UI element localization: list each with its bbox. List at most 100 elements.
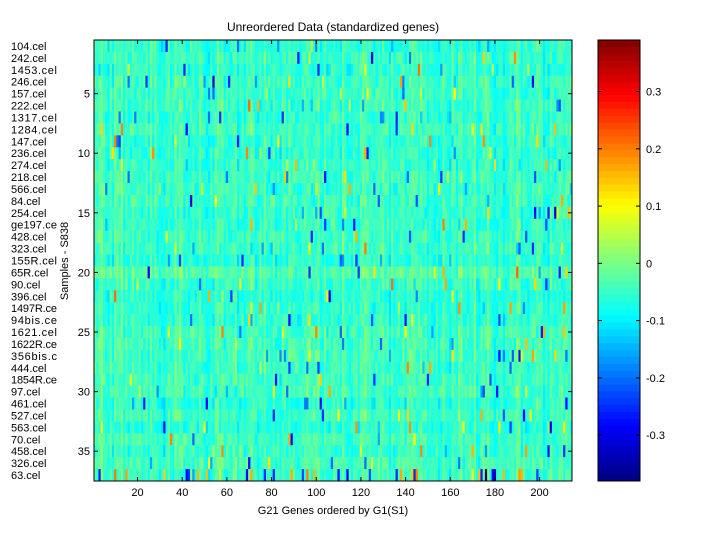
heatmap-cell bbox=[270, 75, 274, 89]
heatmap-cell bbox=[315, 183, 318, 196]
heatmap-cell bbox=[350, 75, 354, 89]
heatmap-cell bbox=[172, 40, 175, 53]
heatmap-cell bbox=[102, 183, 106, 196]
heatmap-cell bbox=[154, 206, 157, 220]
heatmap-cell bbox=[507, 302, 510, 315]
heatmap-cell bbox=[400, 302, 403, 315]
heatmap-cell bbox=[527, 266, 530, 279]
heatmap-cell bbox=[464, 51, 468, 65]
heatmap-cell bbox=[221, 159, 224, 172]
heatmap-cell bbox=[303, 254, 307, 267]
heatmap-cell bbox=[286, 159, 289, 172]
heatmap-cell bbox=[411, 254, 414, 267]
heatmap-cell bbox=[185, 111, 189, 124]
heatmap-cell bbox=[408, 87, 412, 100]
heatmap-cell bbox=[538, 171, 542, 184]
heatmap-cell bbox=[348, 194, 352, 208]
heatmap-cell bbox=[301, 135, 305, 148]
heatmap-cell bbox=[362, 123, 365, 136]
heatmap-cell bbox=[520, 63, 524, 77]
heatmap-cell bbox=[556, 254, 559, 267]
heatmap-cell bbox=[183, 87, 186, 100]
heatmap-cell bbox=[102, 206, 106, 220]
heatmap-cell bbox=[337, 135, 341, 148]
heatmap-cell bbox=[560, 123, 564, 136]
heatmap-cell bbox=[136, 75, 140, 89]
heatmap-cell bbox=[487, 290, 490, 303]
heatmap-cell bbox=[364, 147, 367, 160]
heatmap-cell bbox=[545, 218, 548, 232]
heatmap-cell bbox=[469, 111, 472, 124]
heatmap-cell bbox=[109, 51, 113, 65]
heatmap-cell bbox=[395, 123, 399, 136]
heatmap-cell bbox=[257, 147, 260, 160]
heatmap-cell bbox=[395, 183, 399, 196]
heatmap-cell bbox=[252, 290, 256, 303]
heatmap-cell bbox=[156, 230, 160, 243]
heatmap-cell bbox=[377, 123, 381, 136]
heatmap-cell bbox=[375, 230, 379, 243]
heatmap-cell bbox=[359, 87, 363, 100]
heatmap-cell bbox=[402, 123, 405, 136]
heatmap-cell bbox=[554, 99, 557, 112]
heatmap-cell bbox=[379, 290, 383, 303]
heatmap-cell bbox=[230, 183, 233, 196]
heatmap-cell bbox=[339, 63, 343, 77]
heatmap-cell bbox=[297, 230, 300, 243]
heatmap-cell bbox=[395, 206, 399, 220]
heatmap-cell bbox=[382, 40, 385, 53]
heatmap-cell bbox=[449, 99, 452, 112]
heatmap-cell bbox=[198, 159, 202, 172]
heatmap-cell bbox=[174, 40, 177, 53]
heatmap-cell bbox=[261, 242, 265, 255]
heatmap-cell bbox=[301, 111, 305, 124]
heatmap-cell bbox=[272, 278, 276, 291]
heatmap-cell bbox=[125, 218, 128, 232]
heatmap-cell bbox=[442, 218, 446, 232]
heatmap-cell bbox=[286, 218, 289, 232]
heatmap-cell bbox=[422, 171, 425, 184]
heatmap-cell bbox=[382, 171, 385, 184]
heatmap-cell bbox=[487, 75, 490, 89]
heatmap-cell bbox=[161, 183, 164, 196]
heatmap-cell bbox=[277, 302, 280, 315]
heatmap-cell bbox=[239, 194, 242, 208]
heatmap-cell bbox=[259, 159, 262, 172]
heatmap-cell bbox=[272, 99, 276, 112]
heatmap-cell bbox=[248, 314, 251, 327]
heatmap-cell bbox=[167, 302, 171, 315]
heatmap-cell bbox=[449, 242, 452, 255]
heatmap-cell bbox=[558, 171, 562, 184]
heatmap-cell bbox=[536, 123, 539, 136]
heatmap-cell bbox=[301, 183, 305, 196]
heatmap-cell bbox=[431, 254, 434, 267]
heatmap-cell bbox=[136, 254, 140, 267]
heatmap-cell bbox=[382, 290, 385, 303]
heatmap-cell bbox=[248, 302, 251, 315]
heatmap-cell bbox=[96, 63, 99, 77]
heatmap-cell bbox=[435, 87, 439, 100]
heatmap-cell bbox=[362, 75, 365, 89]
heatmap-cell bbox=[496, 290, 499, 303]
heatmap-cell bbox=[480, 290, 483, 303]
heatmap-cell bbox=[205, 218, 209, 232]
heatmap-cell bbox=[167, 40, 171, 53]
heatmap-cell bbox=[507, 123, 510, 136]
heatmap-cell bbox=[221, 183, 224, 196]
heatmap-cell bbox=[400, 171, 403, 184]
heatmap-cell bbox=[167, 123, 171, 136]
heatmap-cell bbox=[315, 159, 318, 172]
heatmap-cell bbox=[239, 171, 242, 184]
heatmap-cell bbox=[161, 278, 164, 291]
heatmap-cell bbox=[449, 218, 452, 232]
heatmap-cell bbox=[366, 254, 370, 267]
heatmap-cell bbox=[531, 242, 535, 255]
heatmap-cell bbox=[292, 87, 296, 100]
heatmap-cell bbox=[286, 75, 289, 89]
heatmap-cell bbox=[297, 206, 300, 220]
heatmap-cell bbox=[563, 171, 566, 184]
heatmap-cell bbox=[265, 194, 269, 208]
heatmap-cell bbox=[315, 171, 318, 184]
heatmap-cell bbox=[549, 242, 553, 255]
heatmap-cell bbox=[312, 147, 316, 160]
